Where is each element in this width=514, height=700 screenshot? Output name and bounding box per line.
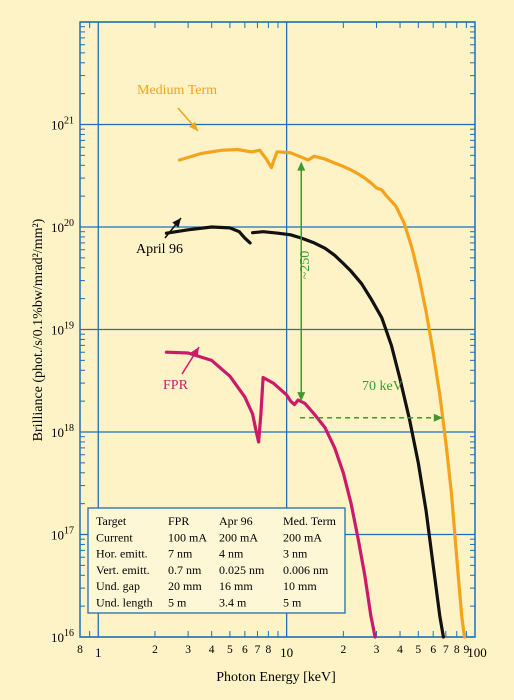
arrow-head (172, 218, 181, 228)
x-tick-label: 2 (152, 644, 158, 656)
series-line-fpr (257, 375, 377, 639)
table-cell: 5 m (283, 596, 302, 610)
table-cell: 5 m (168, 596, 187, 610)
table-cell: 3.4 m (219, 596, 247, 610)
x-tick-label: 5 (415, 644, 421, 656)
annotation-arrows (164, 107, 443, 422)
x-tick-label: 10 (280, 645, 293, 660)
table-header-cell: Med. Term (283, 514, 337, 528)
table-cell: 3 nm (283, 547, 308, 561)
y-tick-label: 1016 (51, 628, 74, 645)
table-header-cell: Target (96, 514, 127, 528)
x-tick-label: 6 (430, 644, 436, 656)
x-axis-title: Photon Energy [keV] (216, 670, 336, 685)
arrow-head (433, 413, 443, 422)
series-line-april-96 (164, 225, 252, 245)
table-cell: 0.006 nm (283, 563, 329, 577)
series-line-medium-term (277, 150, 467, 639)
label-april-96: April 96 (136, 242, 183, 257)
series-line-april-96 (251, 230, 445, 639)
x-tick-label: 3 (374, 644, 380, 656)
table-cell: 200 mA (283, 530, 322, 544)
table-cell: Und. length (96, 596, 153, 610)
table-cell: 100 mA (168, 530, 207, 544)
axis-ticks: 8 1 2 3 4 5 6 7 8 10 2 3 4 5 6 7 8 9100101610171018101910… (51, 22, 487, 660)
table-cell: 10 mm (283, 579, 317, 593)
y-tick-label: 1021 (51, 116, 74, 133)
arrow-head (189, 121, 198, 131)
table-cell: Und. gap (96, 579, 140, 593)
x-tick-label: 4 (209, 644, 215, 656)
table-cell: 20 mm (168, 579, 202, 593)
series-line-fpr (164, 350, 261, 444)
arrow-head (190, 347, 199, 357)
x-tick-label: 100 (467, 645, 487, 660)
table-cell: Current (96, 530, 133, 544)
label-70kev: 70 keV (362, 379, 403, 394)
table-cell: 0.025 nm (219, 563, 265, 577)
series-line-medium-term (177, 147, 262, 162)
table-cell: 7 nm (168, 547, 193, 561)
y-tick-label: 1017 (51, 526, 74, 543)
series-line-medium-term (258, 148, 279, 170)
x-tick-label: 5 (227, 644, 233, 656)
y-tick-label: 1018 (51, 423, 74, 440)
arrow-head (297, 161, 306, 171)
label-factor-250: ~250 (298, 251, 313, 280)
table-cell: Hor. emitt. (96, 547, 148, 561)
label-fpr: FPR (163, 378, 189, 393)
x-tick-label: 8 (77, 644, 83, 656)
x-tick-label: 4 (397, 644, 403, 656)
y-tick-label: 1019 (51, 321, 74, 338)
x-tick-label: 9 (464, 644, 470, 656)
table-header-cell: Apr 96 (219, 514, 253, 528)
x-tick-label: 7 (443, 644, 449, 656)
series-lines (164, 147, 467, 639)
x-tick-label: 1 (95, 645, 102, 660)
parameter-table: Target FPR Apr 96 Med. Term Current 100 mA 200… (87, 507, 346, 614)
table-box (87, 507, 346, 614)
table-cell: 0.7 nm (168, 563, 202, 577)
x-tick-label: 6 (242, 644, 248, 656)
table-cell: Vert. emitt. (96, 563, 150, 577)
y-tick-label: 1020 (51, 218, 74, 235)
table-cell: 200 mA (219, 530, 258, 544)
table-cell: 4 nm (219, 547, 244, 561)
x-tick-label: 7 (255, 644, 261, 656)
x-tick-label: 2 (340, 644, 346, 656)
table-header-cell: FPR (168, 514, 189, 528)
x-tick-label: 8 (454, 644, 460, 656)
arrow-head (297, 392, 306, 402)
label-medium-term: Medium Term (137, 83, 217, 98)
x-tick-label: 8 (265, 644, 271, 656)
x-tick-label: 3 (185, 644, 191, 656)
y-axis-title: Brilliance (phot./s/0.1%bw/mrad²/mm²) (31, 218, 46, 441)
table-cell: 16 mm (219, 579, 253, 593)
